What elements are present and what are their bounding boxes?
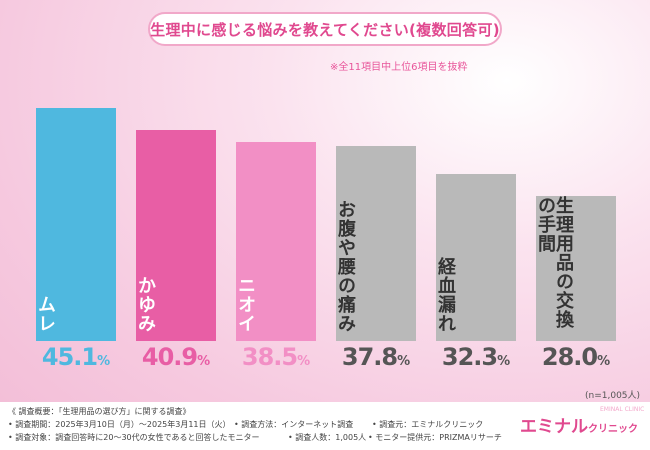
value-label-3: 38.5% [231, 343, 321, 371]
bar-label-5: 経血漏れ [435, 257, 456, 333]
value-number-2: 40.9 [141, 343, 198, 371]
logo-sub-text: クリニック [588, 424, 638, 435]
value-label-5: 32.3% [431, 343, 521, 371]
value-label-6: 28.0% [531, 343, 621, 371]
bar-label-4: お腹や腰の痛み [335, 200, 356, 333]
footer-survey-method: • 調査方法：インターネット調査 [234, 420, 354, 429]
sample-size-label: (n=1,005人) [585, 391, 641, 401]
footer-survey-target: • 調査対象：調査回答時に20～30代の女性であると回答したモニター [8, 433, 260, 442]
value-unit-3: % [297, 354, 311, 369]
bar-1: ムレ [35, 108, 116, 341]
logo-main-text: エミナル [520, 417, 588, 437]
chart-note: ※全11項目中上位6項目を抜粋 [330, 62, 468, 73]
bar-label-3: ニオイ [235, 276, 256, 333]
chart-title: 生理中に感じる悩みを教えてください(複数回答可) [148, 12, 502, 46]
footer-survey-title: 《 調査概要：「生理用品の選び方」に関する調査》 [8, 407, 191, 416]
logo-tiny-text: EMINAL CLINIC [600, 406, 645, 413]
value-number-5: 32.3 [441, 343, 498, 371]
value-label-1: 45.1% [31, 343, 121, 371]
value-unit-1: % [97, 354, 111, 369]
value-number-1: 45.1 [41, 343, 98, 371]
footer-survey-provider: • モニター提供元：PRIZMAリサーチ [368, 433, 502, 442]
value-number-3: 38.5 [241, 343, 298, 371]
value-number-4: 37.8 [341, 343, 398, 371]
value-unit-5: % [497, 354, 511, 369]
footer [0, 402, 650, 450]
value-unit-4: % [397, 354, 411, 369]
brand-logo: エミナルクリニック EMINAL CLINIC [520, 406, 644, 437]
bar-label-6: 生理用品の交換の手間 [535, 196, 574, 329]
value-unit-2: % [197, 354, 211, 369]
bar-6: 生理用品の交換の手間 [535, 196, 616, 341]
bar-3: ニオイ [235, 142, 316, 341]
footer-survey-count: • 調査人数：1,005人 [288, 433, 367, 442]
bar-5: 経血漏れ [435, 174, 516, 341]
value-unit-6: % [597, 354, 611, 369]
bar-label-1: ムレ [35, 295, 56, 333]
bar-label-2: かゆみ [135, 276, 156, 333]
value-label-2: 40.9% [131, 343, 221, 371]
value-number-6: 28.0 [541, 343, 598, 371]
footer-survey-period: • 調査期間：2025年3月10日（月）～2025年3月11日（火） [8, 420, 231, 429]
footer-survey-source: • 調査元：エミナルクリニック [372, 420, 484, 429]
value-label-4: 37.8% [331, 343, 421, 371]
bar-4: お腹や腰の痛み [335, 146, 416, 341]
bar-2: かゆみ [135, 130, 216, 341]
